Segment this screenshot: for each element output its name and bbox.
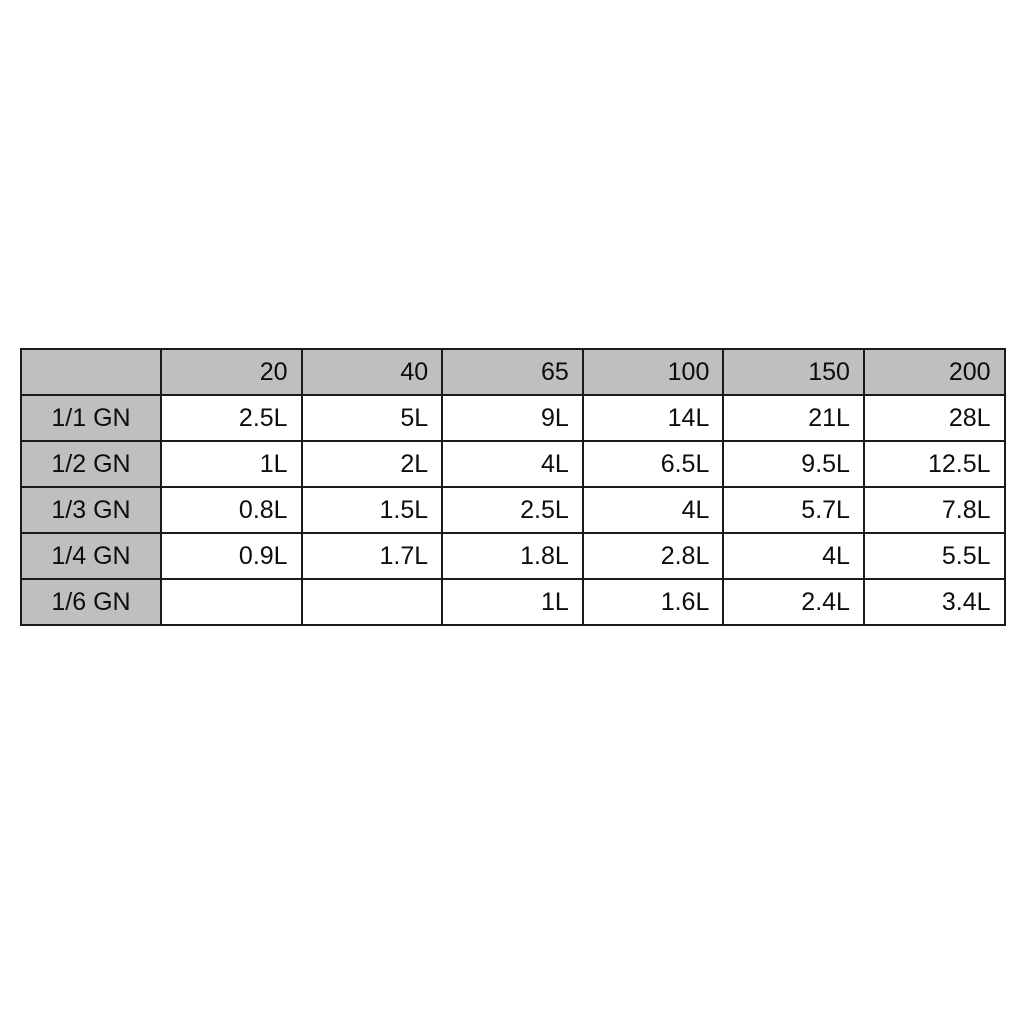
cell-1-3-gn-40: 1.5L <box>300 486 444 534</box>
column-header-65: 65 <box>441 348 584 396</box>
column-header-100: 100 <box>581 348 725 396</box>
column-header-40: 40 <box>300 348 444 396</box>
cell-1-3-gn-20: 0.8L <box>160 486 303 534</box>
cell-1-2-gn-100: 6.5L <box>581 440 725 488</box>
table-header: 20 40 65 100 150 200 <box>20 348 1006 396</box>
table-row: 1/1 GN 2.5L 5L 9L 14L 21L 28L <box>20 394 1006 442</box>
cell-1-3-gn-100: 4L <box>581 486 725 534</box>
cell-1-1-gn-200: 28L <box>862 394 1006 442</box>
cell-1-3-gn-200: 7.8L <box>862 486 1006 534</box>
cell-1-1-gn-40: 5L <box>300 394 444 442</box>
table-row: 1/4 GN 0.9L 1.7L 1.8L 2.8L 4L 5.5L <box>20 532 1006 580</box>
row-header-1-3-gn: 1/3 GN <box>20 486 162 534</box>
table-row: 1/6 GN 1L 1.6L 2.4L 3.4L <box>20 578 1006 626</box>
cell-1-6-gn-150: 2.4L <box>722 578 865 626</box>
cell-1-1-gn-100: 14L <box>581 394 725 442</box>
cell-1-3-gn-150: 5.7L <box>722 486 865 534</box>
table-corner-cell <box>20 348 162 396</box>
column-header-150: 150 <box>722 348 865 396</box>
cell-1-4-gn-65: 1.8L <box>441 532 584 580</box>
header-row: 20 40 65 100 150 200 <box>20 348 1006 396</box>
row-header-1-6-gn: 1/6 GN <box>20 578 162 626</box>
cell-1-4-gn-200: 5.5L <box>862 532 1006 580</box>
cell-1-4-gn-40: 1.7L <box>300 532 444 580</box>
cell-1-4-gn-150: 4L <box>722 532 865 580</box>
cell-1-6-gn-65: 1L <box>441 578 584 626</box>
gn-capacity-table: 20 40 65 100 150 200 1/1 GN 2.5L 5L 9L 1… <box>20 348 1006 626</box>
table-body: 1/1 GN 2.5L 5L 9L 14L 21L 28L 1/2 GN 1L … <box>20 394 1006 626</box>
table-row: 1/2 GN 1L 2L 4L 6.5L 9.5L 12.5L <box>20 440 1006 488</box>
cell-1-3-gn-65: 2.5L <box>441 486 584 534</box>
cell-1-6-gn-100: 1.6L <box>581 578 725 626</box>
cell-1-1-gn-20: 2.5L <box>160 394 303 442</box>
capacity-table-container: 20 40 65 100 150 200 1/1 GN 2.5L 5L 9L 1… <box>20 348 1006 626</box>
cell-1-4-gn-100: 2.8L <box>581 532 725 580</box>
cell-1-6-gn-200: 3.4L <box>862 578 1006 626</box>
cell-1-2-gn-20: 1L <box>160 440 303 488</box>
column-header-200: 200 <box>862 348 1006 396</box>
row-header-1-4-gn: 1/4 GN <box>20 532 162 580</box>
cell-1-2-gn-65: 4L <box>441 440 584 488</box>
column-header-20: 20 <box>160 348 303 396</box>
row-header-1-2-gn: 1/2 GN <box>20 440 162 488</box>
table-row: 1/3 GN 0.8L 1.5L 2.5L 4L 5.7L 7.8L <box>20 486 1006 534</box>
row-header-1-1-gn: 1/1 GN <box>20 394 162 442</box>
cell-1-2-gn-200: 12.5L <box>862 440 1006 488</box>
cell-1-2-gn-150: 9.5L <box>722 440 865 488</box>
cell-1-4-gn-20: 0.9L <box>160 532 303 580</box>
cell-1-2-gn-40: 2L <box>300 440 444 488</box>
cell-1-1-gn-150: 21L <box>722 394 865 442</box>
cell-1-1-gn-65: 9L <box>441 394 584 442</box>
cell-1-6-gn-40 <box>300 578 444 626</box>
cell-1-6-gn-20 <box>160 578 303 626</box>
